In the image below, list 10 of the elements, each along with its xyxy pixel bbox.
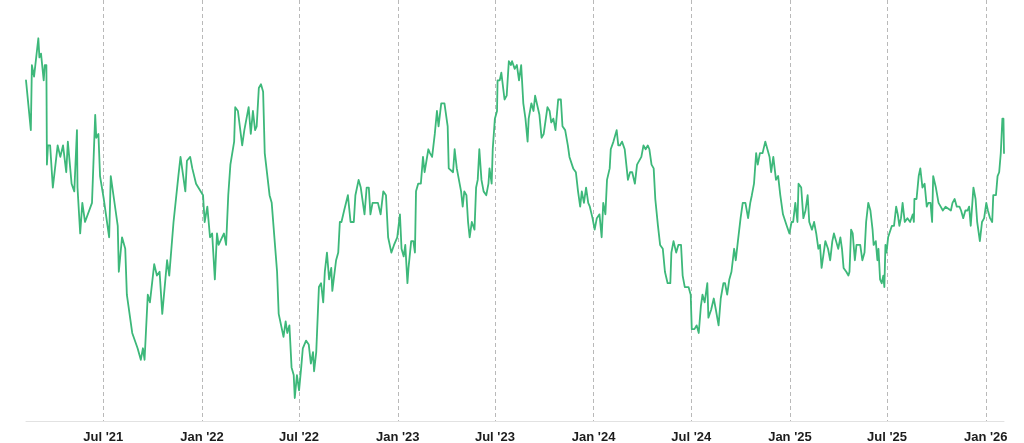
x-tick-label: Jan '25: [768, 429, 812, 443]
x-tick-label: Jan '22: [180, 429, 224, 443]
x-tick-label: Jan '23: [375, 429, 420, 443]
x-tick-label: Jul '24: [671, 429, 712, 443]
x-tick-label: Jul '23: [474, 429, 515, 443]
x-tick-label: Jul '22: [279, 429, 320, 443]
x-tick-label: Jan '24: [571, 429, 617, 443]
x-tick-label: Jul '21: [83, 429, 124, 443]
x-tick-label: Jan '26: [963, 429, 1008, 443]
x-tick-label: Jul '25: [867, 429, 908, 443]
